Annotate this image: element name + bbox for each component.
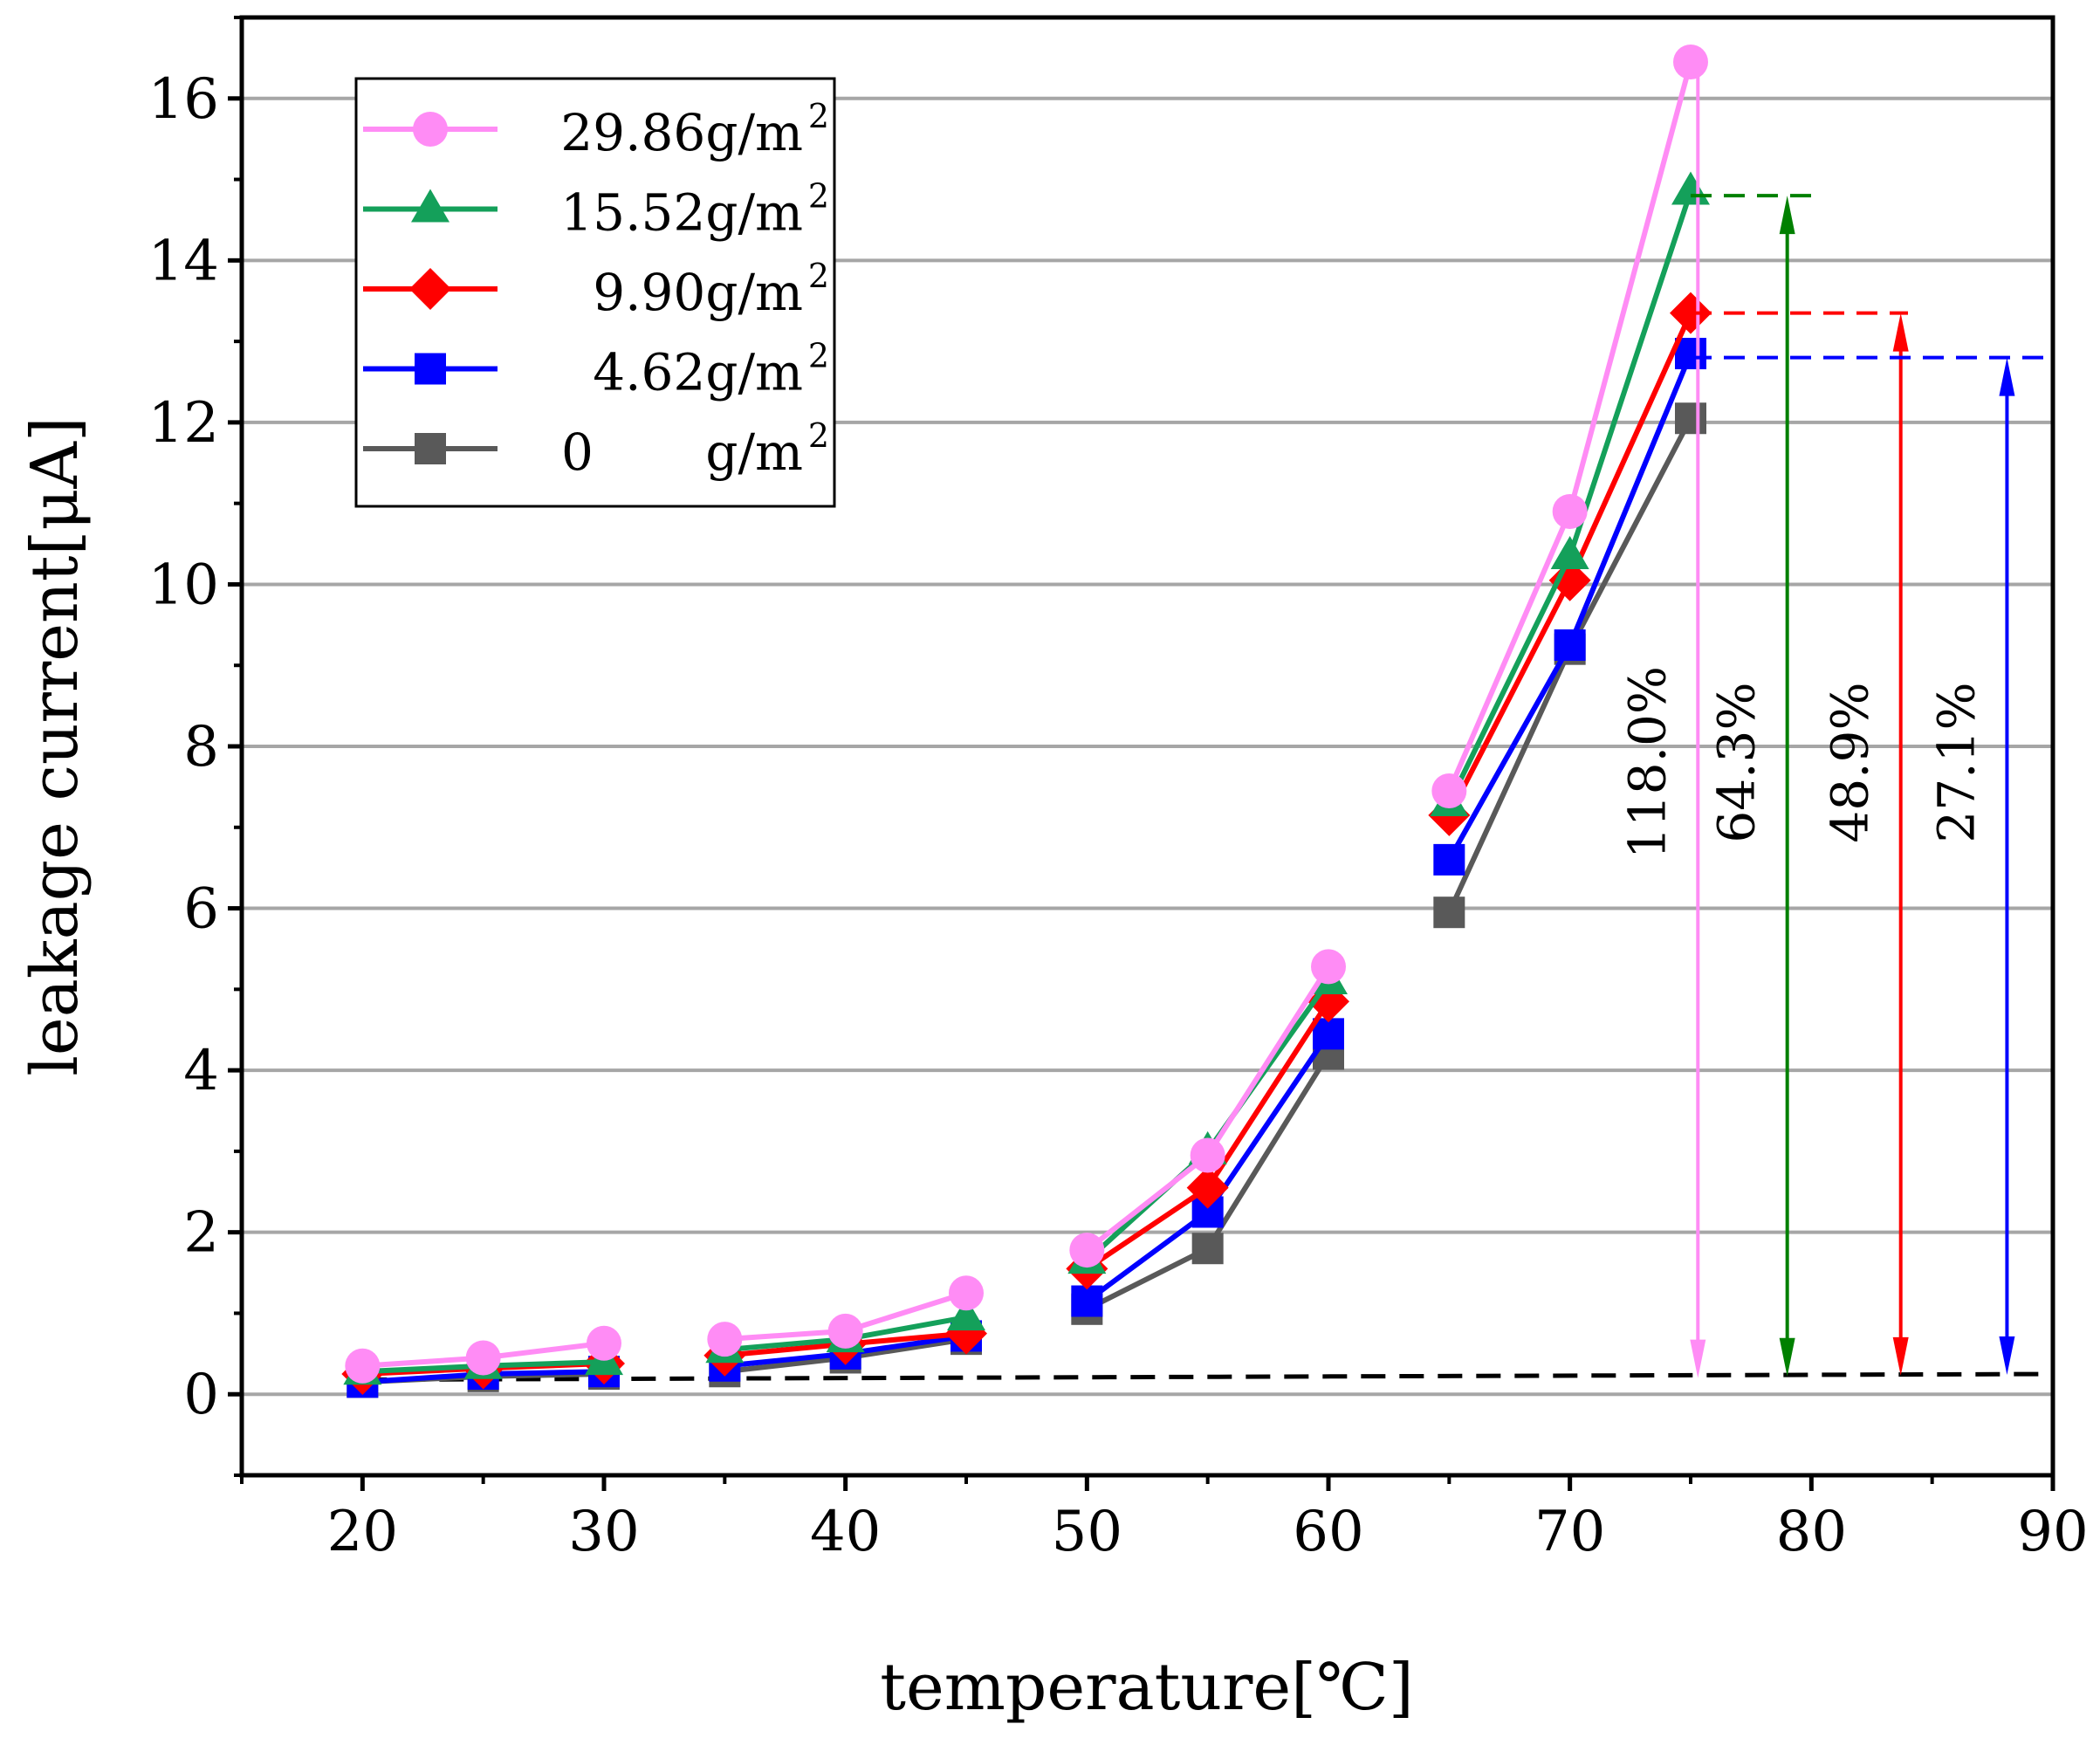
series-0-point <box>1190 1137 1225 1173</box>
legend-label-1: 15.52g/m <box>560 183 803 243</box>
legend-label-0: 29.86g/m <box>560 103 803 162</box>
y-tick-label-14: 14 <box>148 229 219 293</box>
series-3-point <box>1554 629 1586 662</box>
annotation-arrowhead-down-2 <box>1892 1336 1909 1376</box>
series-0-point <box>1673 45 1708 80</box>
y-tick-label-8: 8 <box>183 715 219 780</box>
legend-marker-1 <box>411 189 450 223</box>
y-tick-label-16: 16 <box>148 67 219 132</box>
legend-superscript-0: 2 <box>808 97 829 135</box>
series-4-point <box>1191 1233 1224 1265</box>
series-0-point <box>1311 949 1346 985</box>
series-layer <box>341 45 1712 1398</box>
annotation-arrowhead-up-3 <box>1999 357 2015 396</box>
annotation-3: 27.1% <box>1691 355 2053 1375</box>
annotation-label-2: 48.9% <box>1821 682 1880 842</box>
x-tick-label-40: 40 <box>810 1500 881 1564</box>
x-tick-label-20: 20 <box>327 1500 398 1564</box>
series-3-point <box>1313 1018 1344 1050</box>
legend-value-4: 0 <box>561 422 594 482</box>
legend-superscript-2: 2 <box>808 257 829 295</box>
legend-entry-3: 4.62g/m 2 <box>363 337 829 402</box>
series-0-point <box>587 1325 621 1361</box>
annotation-0: 118.0% <box>1617 62 1706 1378</box>
legend-entry-4: 0 g/m 2 <box>363 416 829 482</box>
series-0-point <box>1552 493 1588 529</box>
legend-marker-3 <box>415 353 446 385</box>
annotation-arrowhead-up-2 <box>1892 313 1909 352</box>
y-tick-label-4: 4 <box>183 1039 219 1103</box>
annotation-arrowhead-up-1 <box>1779 196 1795 235</box>
legend-superscript-3: 2 <box>808 337 829 375</box>
y-tick-label-0: 0 <box>183 1363 219 1427</box>
x-tick-label-60: 60 <box>1293 1500 1363 1564</box>
annotation-label-3: 27.1% <box>1926 682 1986 842</box>
series-0-point <box>465 1340 501 1376</box>
x-tick-label-80: 80 <box>1776 1500 1847 1564</box>
annotation-arrowhead-down-3 <box>1999 1336 2015 1375</box>
series-4-point <box>1675 402 1706 435</box>
y-axis-title: leakage current[μA] <box>17 416 93 1076</box>
series-0 <box>345 45 1708 1384</box>
baseline-dashed-line <box>362 1371 2053 1383</box>
annotation-layer: 118.0% 64.3% 48.9% 27.1% <box>1617 62 2053 1378</box>
legend-entry-2: 9.90g/m 2 <box>363 257 829 322</box>
legend-entry-0: 29.86g/m 2 <box>363 97 829 162</box>
x-axis-title: temperature[℃] <box>880 1650 1413 1725</box>
series-0-point <box>827 1313 863 1349</box>
legend-marker-2 <box>409 268 451 310</box>
legend-marker-0 <box>413 112 448 147</box>
series-3-point <box>1433 843 1465 876</box>
series-0-point <box>1069 1233 1105 1268</box>
legend-label-3: 4.62g/m <box>593 343 803 402</box>
series-4-point <box>1433 896 1465 929</box>
series-2-point <box>1186 1166 1229 1209</box>
series-0-point <box>1431 773 1467 809</box>
annotation-label-1: 64.3% <box>1707 682 1767 842</box>
series-3-point <box>1675 338 1706 370</box>
series-2-point <box>1548 559 1591 601</box>
x-tick-label-30: 30 <box>568 1500 639 1564</box>
x-tick-label-50: 50 <box>1052 1500 1122 1564</box>
annotation-1: 64.3% <box>1691 194 1812 1377</box>
series-0-point <box>949 1275 984 1311</box>
series-1-point <box>1550 535 1589 569</box>
annotation-2: 48.9% <box>1691 311 1909 1376</box>
legend-entry-1: 15.52g/m 2 <box>363 177 829 243</box>
baseline-layer <box>362 1371 2053 1383</box>
y-tick-label-12: 12 <box>148 391 219 456</box>
legend: 29.86g/m 215.52g/m 29.90g/m 24.62g/m 20 g/m 2 <box>354 77 836 508</box>
legend-unit-4: g/m <box>705 422 803 482</box>
y-tick-label-6: 6 <box>183 877 219 942</box>
series-3-point <box>1071 1285 1103 1317</box>
legend-superscript-4: 2 <box>808 416 829 455</box>
x-tick-label-70: 70 <box>1534 1500 1605 1564</box>
legend-superscript-1: 2 <box>808 177 829 216</box>
series-1-point <box>947 1297 985 1331</box>
annotation-arrowhead-down-1 <box>1779 1337 1795 1377</box>
series-0-point <box>707 1322 743 1357</box>
y-tick-label-10: 10 <box>148 553 219 617</box>
legend-label-2: 9.90g/m <box>593 263 803 322</box>
legend-marker-4 <box>415 433 446 464</box>
annotation-label-0: 118.0% <box>1617 666 1677 859</box>
y-tick-label-2: 2 <box>183 1201 219 1266</box>
x-tick-label-90: 90 <box>2017 1500 2088 1564</box>
annotation-arrowhead-down-0 <box>1690 1339 1706 1378</box>
series-0-point <box>345 1348 381 1384</box>
